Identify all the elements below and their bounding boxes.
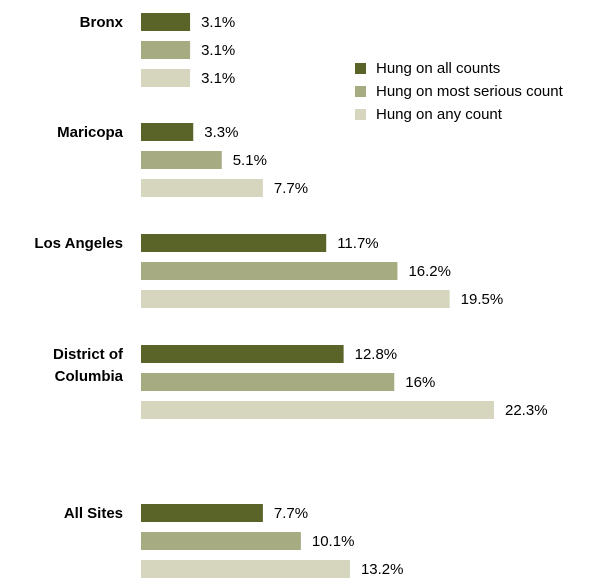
bar [141,373,395,391]
legend-label: Hung on most serious count [376,83,563,100]
legend-item: Hung on all counts [355,57,563,80]
data-label: 13.2% [361,561,404,578]
category-label: District of Columbia [53,346,124,385]
bar [141,13,191,31]
bar [141,345,344,363]
data-label: 7.7% [274,180,308,197]
category-label: Los Angeles [34,235,123,252]
legend: Hung on all counts Hung on most serious c… [355,57,563,126]
data-label: 12.8% [355,346,398,363]
legend-item: Hung on most serious count [355,80,563,103]
data-label: 11.7% [337,235,378,252]
legend-label: Hung on all counts [376,60,501,77]
category-label-line: Los Angeles [34,235,123,252]
category-label: Bronx [80,14,124,31]
category-label-line: Bronx [80,14,124,31]
bar [141,69,191,87]
category-label: Maricopa [57,124,124,141]
data-label: 16% [405,374,435,391]
bar [141,560,350,578]
bar [141,262,398,280]
data-label: 3.1% [201,70,235,87]
data-label: 3.1% [201,14,235,31]
data-label: 19.5% [461,291,504,308]
category-label: All Sites [64,505,123,522]
category-label-line: District of [53,346,124,363]
bar [141,401,494,419]
category-label-line: All Sites [64,505,123,522]
bar [141,41,191,59]
bar [141,532,301,550]
legend-label: Hung on any count [376,106,502,123]
bar [141,504,263,522]
bar [141,234,327,252]
category-label-line: Columbia [55,368,124,385]
data-label: 3.3% [204,124,238,141]
legend-swatch [355,86,366,97]
data-label: 3.1% [201,42,235,59]
bar [141,290,450,308]
legend-item: Hung on any count [355,103,563,126]
data-label: 22.3% [505,402,548,419]
data-label: 10.1% [312,533,355,550]
legend-swatch [355,109,366,120]
bar [141,179,263,197]
category-label-line: Maricopa [57,124,124,141]
legend-swatch [355,63,366,74]
data-label: 7.7% [274,505,308,522]
bar [141,123,194,141]
data-label: 5.1% [233,152,267,169]
data-label: 16.2% [408,263,451,280]
bar [141,151,222,169]
